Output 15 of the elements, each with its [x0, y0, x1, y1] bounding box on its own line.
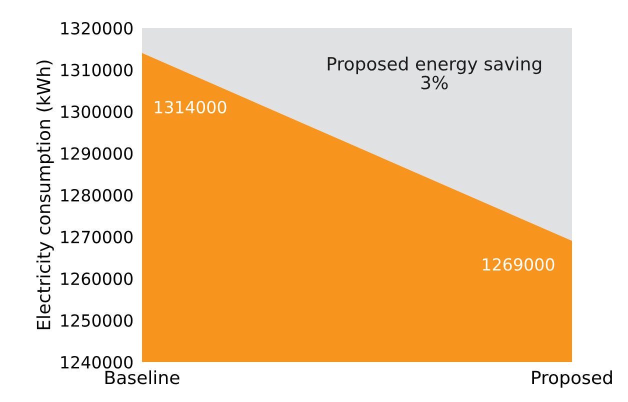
annotation: Proposed energy saving 3%	[328, 56, 542, 90]
y-tick-label: 1280000	[61, 188, 133, 202]
y-tick-label: 1270000	[61, 230, 133, 244]
y-tick-label: 1290000	[61, 147, 133, 160]
y-axis-title: Electricity consumption (kWh)	[36, 60, 54, 330]
data-label: 1269000	[482, 258, 554, 271]
y-tick-label: 1310000	[61, 64, 133, 76]
y-tick-label: 1260000	[61, 272, 133, 286]
x-tick-label: Baseline	[105, 370, 180, 384]
y-tick-label: 1250000	[61, 314, 133, 327]
data-label: 1314000	[154, 100, 226, 114]
y-tick-label: 1240000	[61, 356, 133, 369]
x-tick-label: Proposed	[532, 370, 612, 388]
y-tick-label: 1300000	[61, 105, 133, 118]
y-tick-label: 1320000	[61, 22, 133, 35]
